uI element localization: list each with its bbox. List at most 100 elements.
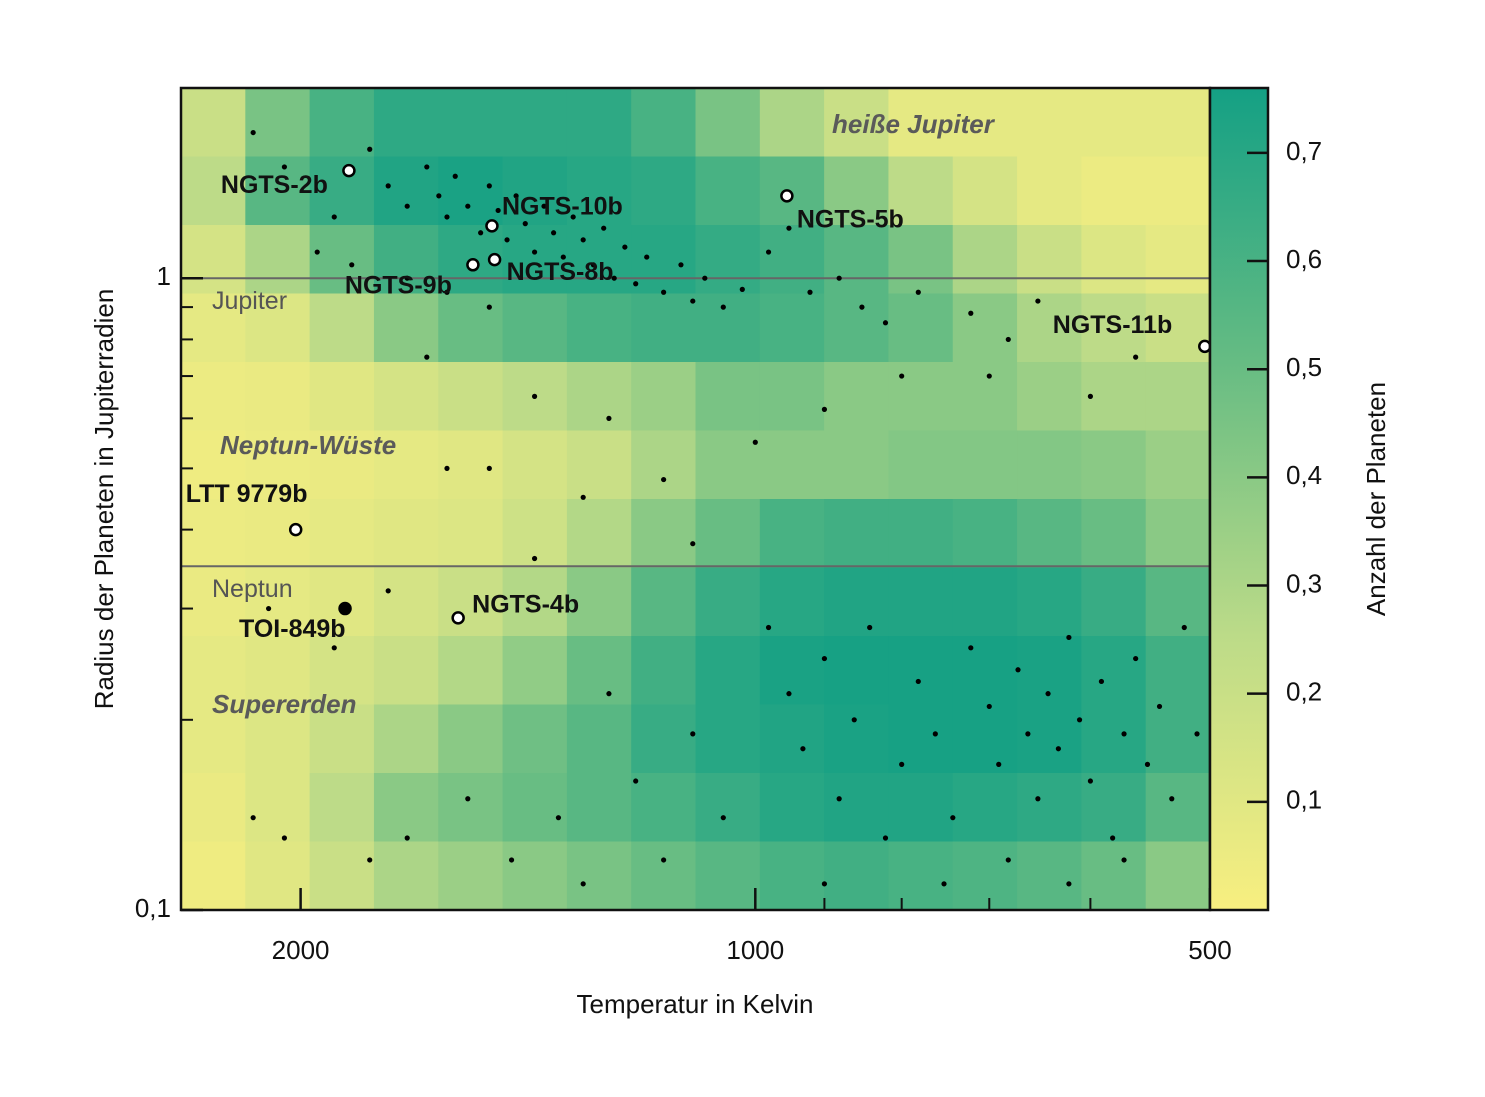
x-tick-label: 1000 (726, 935, 784, 965)
heatmap-cell (631, 293, 696, 363)
highlighted-planet (780, 189, 794, 203)
planet-point (531, 393, 538, 399)
heatmap-cell (1017, 841, 1082, 911)
planet-point (314, 249, 320, 255)
heatmap-cell (1145, 773, 1211, 842)
heatmap-cell (1145, 567, 1211, 637)
heatmap-cell (631, 430, 696, 500)
heatmap-cell (245, 567, 311, 637)
planet-point (968, 310, 974, 316)
highlighted-planet (466, 258, 480, 272)
planet-point (1133, 655, 1139, 662)
heatmap-cell (888, 567, 954, 637)
planet-point (424, 354, 430, 360)
colorbar-tick-label: 0,5 (1286, 352, 1322, 382)
heatmap-cell (759, 156, 825, 226)
heatmap-cell (438, 704, 504, 774)
heatmap-cell (566, 362, 632, 431)
planet-point (752, 439, 758, 445)
heatmap-cell (181, 567, 246, 637)
planet-point (996, 761, 1002, 768)
heatmap-cell (1081, 156, 1147, 226)
heatmap-cell (695, 704, 761, 774)
planet-point (486, 304, 492, 310)
heatmap-cell (824, 88, 889, 157)
heatmap-cell (695, 567, 761, 637)
x-tick-label: 2000 (272, 935, 330, 965)
planet-point (250, 815, 256, 821)
heatmap-cell (952, 430, 1018, 500)
planet-point (265, 605, 272, 612)
heatmap-cell (695, 293, 761, 363)
heatmap-cell (181, 156, 246, 226)
planet-point (281, 835, 288, 841)
planet-point (590, 262, 596, 268)
planet-point (1055, 746, 1061, 752)
heatmap-cell (502, 567, 568, 637)
heatmap-cell (438, 293, 504, 363)
planet-point (882, 835, 889, 841)
planet-point (444, 465, 450, 471)
planet-point (349, 262, 355, 268)
heatmap-cell (888, 499, 954, 568)
heatmap-cell (566, 293, 632, 363)
heatmap-cell (888, 841, 954, 911)
planet-point (486, 183, 492, 189)
heatmap-cell (824, 636, 889, 705)
planet-point (821, 406, 828, 412)
heatmap-cell (631, 225, 696, 294)
heatmap-cell (1145, 88, 1211, 157)
planet-point (661, 289, 667, 295)
planet-point (1015, 667, 1021, 673)
heatmap-cell (566, 499, 632, 568)
heatmap-cell (1081, 567, 1147, 637)
planet-label: NGTS-8b (507, 258, 614, 286)
highlighted-planet (1198, 339, 1212, 354)
heatmap-cell (373, 293, 439, 363)
planet-point (821, 881, 828, 887)
planet-point (580, 494, 586, 500)
planet-point (331, 214, 337, 220)
heatmap-cell (631, 773, 696, 842)
heatmap-cell (1081, 293, 1147, 363)
planet-point (836, 275, 842, 281)
heatmap-cell (952, 225, 1018, 294)
heatmap-cell (824, 362, 889, 431)
planet-point (465, 203, 471, 209)
heatmap-cell (888, 430, 954, 500)
heatmap-cell (888, 362, 954, 431)
heatmap-cell (438, 362, 504, 431)
colorbar-tick-label: 0,2 (1286, 677, 1322, 707)
heatmap-cell (438, 636, 504, 705)
planet-point (331, 645, 337, 651)
planet-point (495, 207, 501, 214)
planet-point (1121, 731, 1127, 737)
heatmap-cell (695, 362, 761, 431)
heatmap-cell (309, 841, 375, 911)
planet-point (644, 254, 650, 260)
heatmap-cell (181, 88, 246, 157)
heatmap-cell (888, 773, 954, 842)
planet-point (899, 761, 905, 768)
heatmap-cell (1017, 293, 1082, 363)
planet-point (1045, 691, 1051, 697)
heatmap-cell (309, 499, 375, 568)
heatmap-cell (1145, 156, 1211, 226)
heatmap-cell (759, 88, 825, 157)
heatmap-cell (566, 88, 632, 157)
planet-point (367, 146, 373, 152)
heatmap-cell (502, 88, 568, 157)
heatmap-cell (1145, 293, 1211, 363)
heatmap-cell (952, 773, 1018, 842)
planet-point (560, 254, 566, 260)
heatmap-cell (566, 156, 632, 226)
heatmap-cell (695, 88, 761, 157)
heatmap-cell (952, 841, 1018, 911)
planet-point (1005, 857, 1011, 863)
heatmap-cell (566, 430, 632, 500)
heatmap-cell (373, 499, 439, 568)
planet-point (986, 703, 992, 710)
heatmap-cell (1017, 430, 1082, 500)
colorbar-title: Anzahl der Planeten (1361, 382, 1391, 616)
heatmap-cell (952, 499, 1018, 568)
